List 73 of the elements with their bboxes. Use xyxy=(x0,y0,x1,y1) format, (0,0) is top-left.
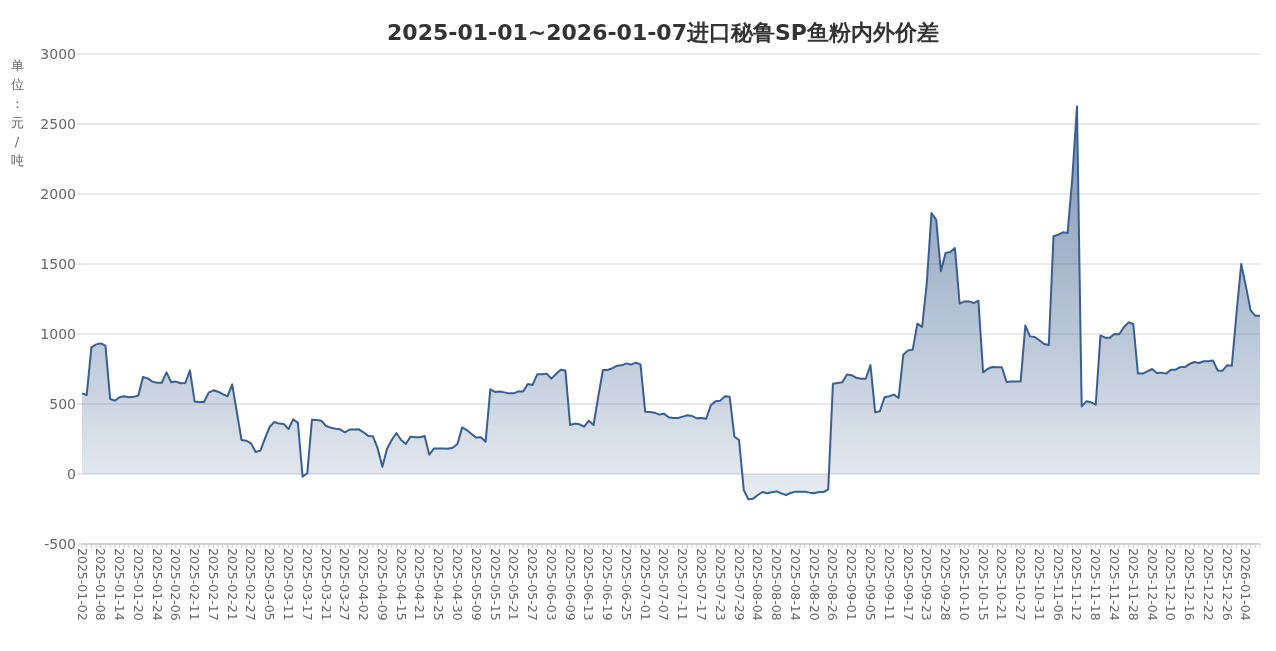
x-tick-label: 2025-12-10 xyxy=(1163,548,1179,621)
x-tick-label: 2025-01-14 xyxy=(112,548,128,621)
x-tick-label: 2025-05-09 xyxy=(468,548,484,621)
y-axis-title: 单位：元/吨 xyxy=(10,58,24,168)
y-tick-label: 2500 xyxy=(40,116,76,132)
x-tick-label: 2025-11-28 xyxy=(1125,548,1141,621)
x-tick-label: 2025-09-11 xyxy=(881,548,897,621)
x-tick-label: 2025-06-13 xyxy=(581,548,597,621)
x-tick-label: 2025-10-27 xyxy=(1013,548,1029,621)
x-tick-label: 2025-08-20 xyxy=(806,548,822,621)
y-tick-label: 500 xyxy=(49,396,76,412)
x-tick-label: 2025-10-15 xyxy=(975,548,991,621)
x-tick-label: 2025-12-22 xyxy=(1200,548,1216,621)
x-tick-label: 2025-04-21 xyxy=(412,548,428,621)
x-tick-label: 2025-02-06 xyxy=(168,548,184,621)
x-tick-label: 2025-10-10 xyxy=(956,548,972,621)
x-tick-label: 2025-09-01 xyxy=(844,548,860,621)
x-tick-label: 2025-01-24 xyxy=(149,548,165,621)
x-tick-label: 2025-03-27 xyxy=(337,548,353,621)
y-tick-label: 1000 xyxy=(40,326,76,342)
x-tick-label: 2025-03-17 xyxy=(299,548,315,621)
chart-title: 2025-01-01~2026-01-07进口秘鲁SP鱼粉内外价差 xyxy=(387,20,939,45)
x-tick-label: 2025-08-26 xyxy=(825,548,841,621)
x-tick-label: 2025-08-04 xyxy=(750,548,766,621)
y-tick-label: 0 xyxy=(67,466,76,482)
x-tick-label: 2025-04-09 xyxy=(374,548,390,621)
x-tick-label: 2025-05-21 xyxy=(506,548,522,621)
x-tick-label: 2026-01-04 xyxy=(1238,548,1254,621)
x-tick-label: 2025-03-21 xyxy=(318,548,334,621)
x-tick-label: 2025-09-05 xyxy=(862,548,878,621)
x-tick-label: 2025-02-27 xyxy=(243,548,259,621)
x-tick-label: 2025-06-03 xyxy=(543,548,559,621)
x-tick-label: 2025-09-17 xyxy=(900,548,916,621)
y-tick-label: 1500 xyxy=(40,256,76,272)
x-tick-label: 2025-11-18 xyxy=(1088,548,1104,621)
x-tick-label: 2025-12-16 xyxy=(1182,548,1198,621)
x-tick-label: 2025-09-23 xyxy=(919,548,935,621)
x-tick-label: 2025-07-29 xyxy=(731,548,747,621)
x-tick-label: 2025-04-25 xyxy=(431,548,447,621)
x-tick-label: 2025-01-20 xyxy=(130,548,146,621)
x-tick-label: 2025-03-05 xyxy=(262,548,278,621)
x-tick-label: 2025-04-15 xyxy=(393,548,409,621)
y-tick-label: -500 xyxy=(44,536,76,552)
x-tick-label: 2025-02-11 xyxy=(187,548,203,621)
x-tick-label: 2025-02-17 xyxy=(205,548,221,621)
x-tick-label: 2025-06-09 xyxy=(562,548,578,621)
x-tick-label: 2025-06-19 xyxy=(600,548,616,621)
x-tick-label: 2025-07-17 xyxy=(694,548,710,621)
y-tick-label: 2000 xyxy=(40,186,76,202)
y-tick-label: 3000 xyxy=(40,46,76,62)
x-tick-label: 2025-01-02 xyxy=(74,548,90,621)
x-tick-label: 2025-04-02 xyxy=(356,548,372,621)
x-tick-label: 2025-11-24 xyxy=(1107,548,1123,621)
x-tick-label: 2025-10-21 xyxy=(994,548,1010,621)
x-tick-label: 2025-11-06 xyxy=(1050,548,1066,621)
x-tick-label: 2025-08-14 xyxy=(787,548,803,621)
x-tick-label: 2025-12-04 xyxy=(1144,548,1160,621)
x-tick-label: 2025-07-07 xyxy=(656,548,672,621)
x-tick-label: 2025-09-28 xyxy=(938,548,954,621)
x-tick-label: 2025-10-31 xyxy=(1031,548,1047,621)
x-tick-label: 2025-05-27 xyxy=(525,548,541,621)
x-tick-label: 2025-07-11 xyxy=(675,548,691,621)
x-tick-label: 2025-03-11 xyxy=(281,548,296,621)
x-tick-label: 2025-05-15 xyxy=(487,548,503,621)
x-tick-label: 2025-01-08 xyxy=(93,548,109,621)
x-tick-label: 2025-07-01 xyxy=(637,548,653,621)
x-tick-label: 2025-11-12 xyxy=(1069,548,1085,621)
x-tick-label: 2025-07-23 xyxy=(712,548,728,621)
x-tick-label: 2025-08-08 xyxy=(769,548,785,621)
x-tick-label: 2025-12-26 xyxy=(1219,548,1235,621)
x-tick-label: 2025-04-30 xyxy=(449,548,465,621)
x-tick-label: 2025-02-21 xyxy=(224,548,240,621)
x-tick-label: 2025-06-25 xyxy=(618,548,634,621)
